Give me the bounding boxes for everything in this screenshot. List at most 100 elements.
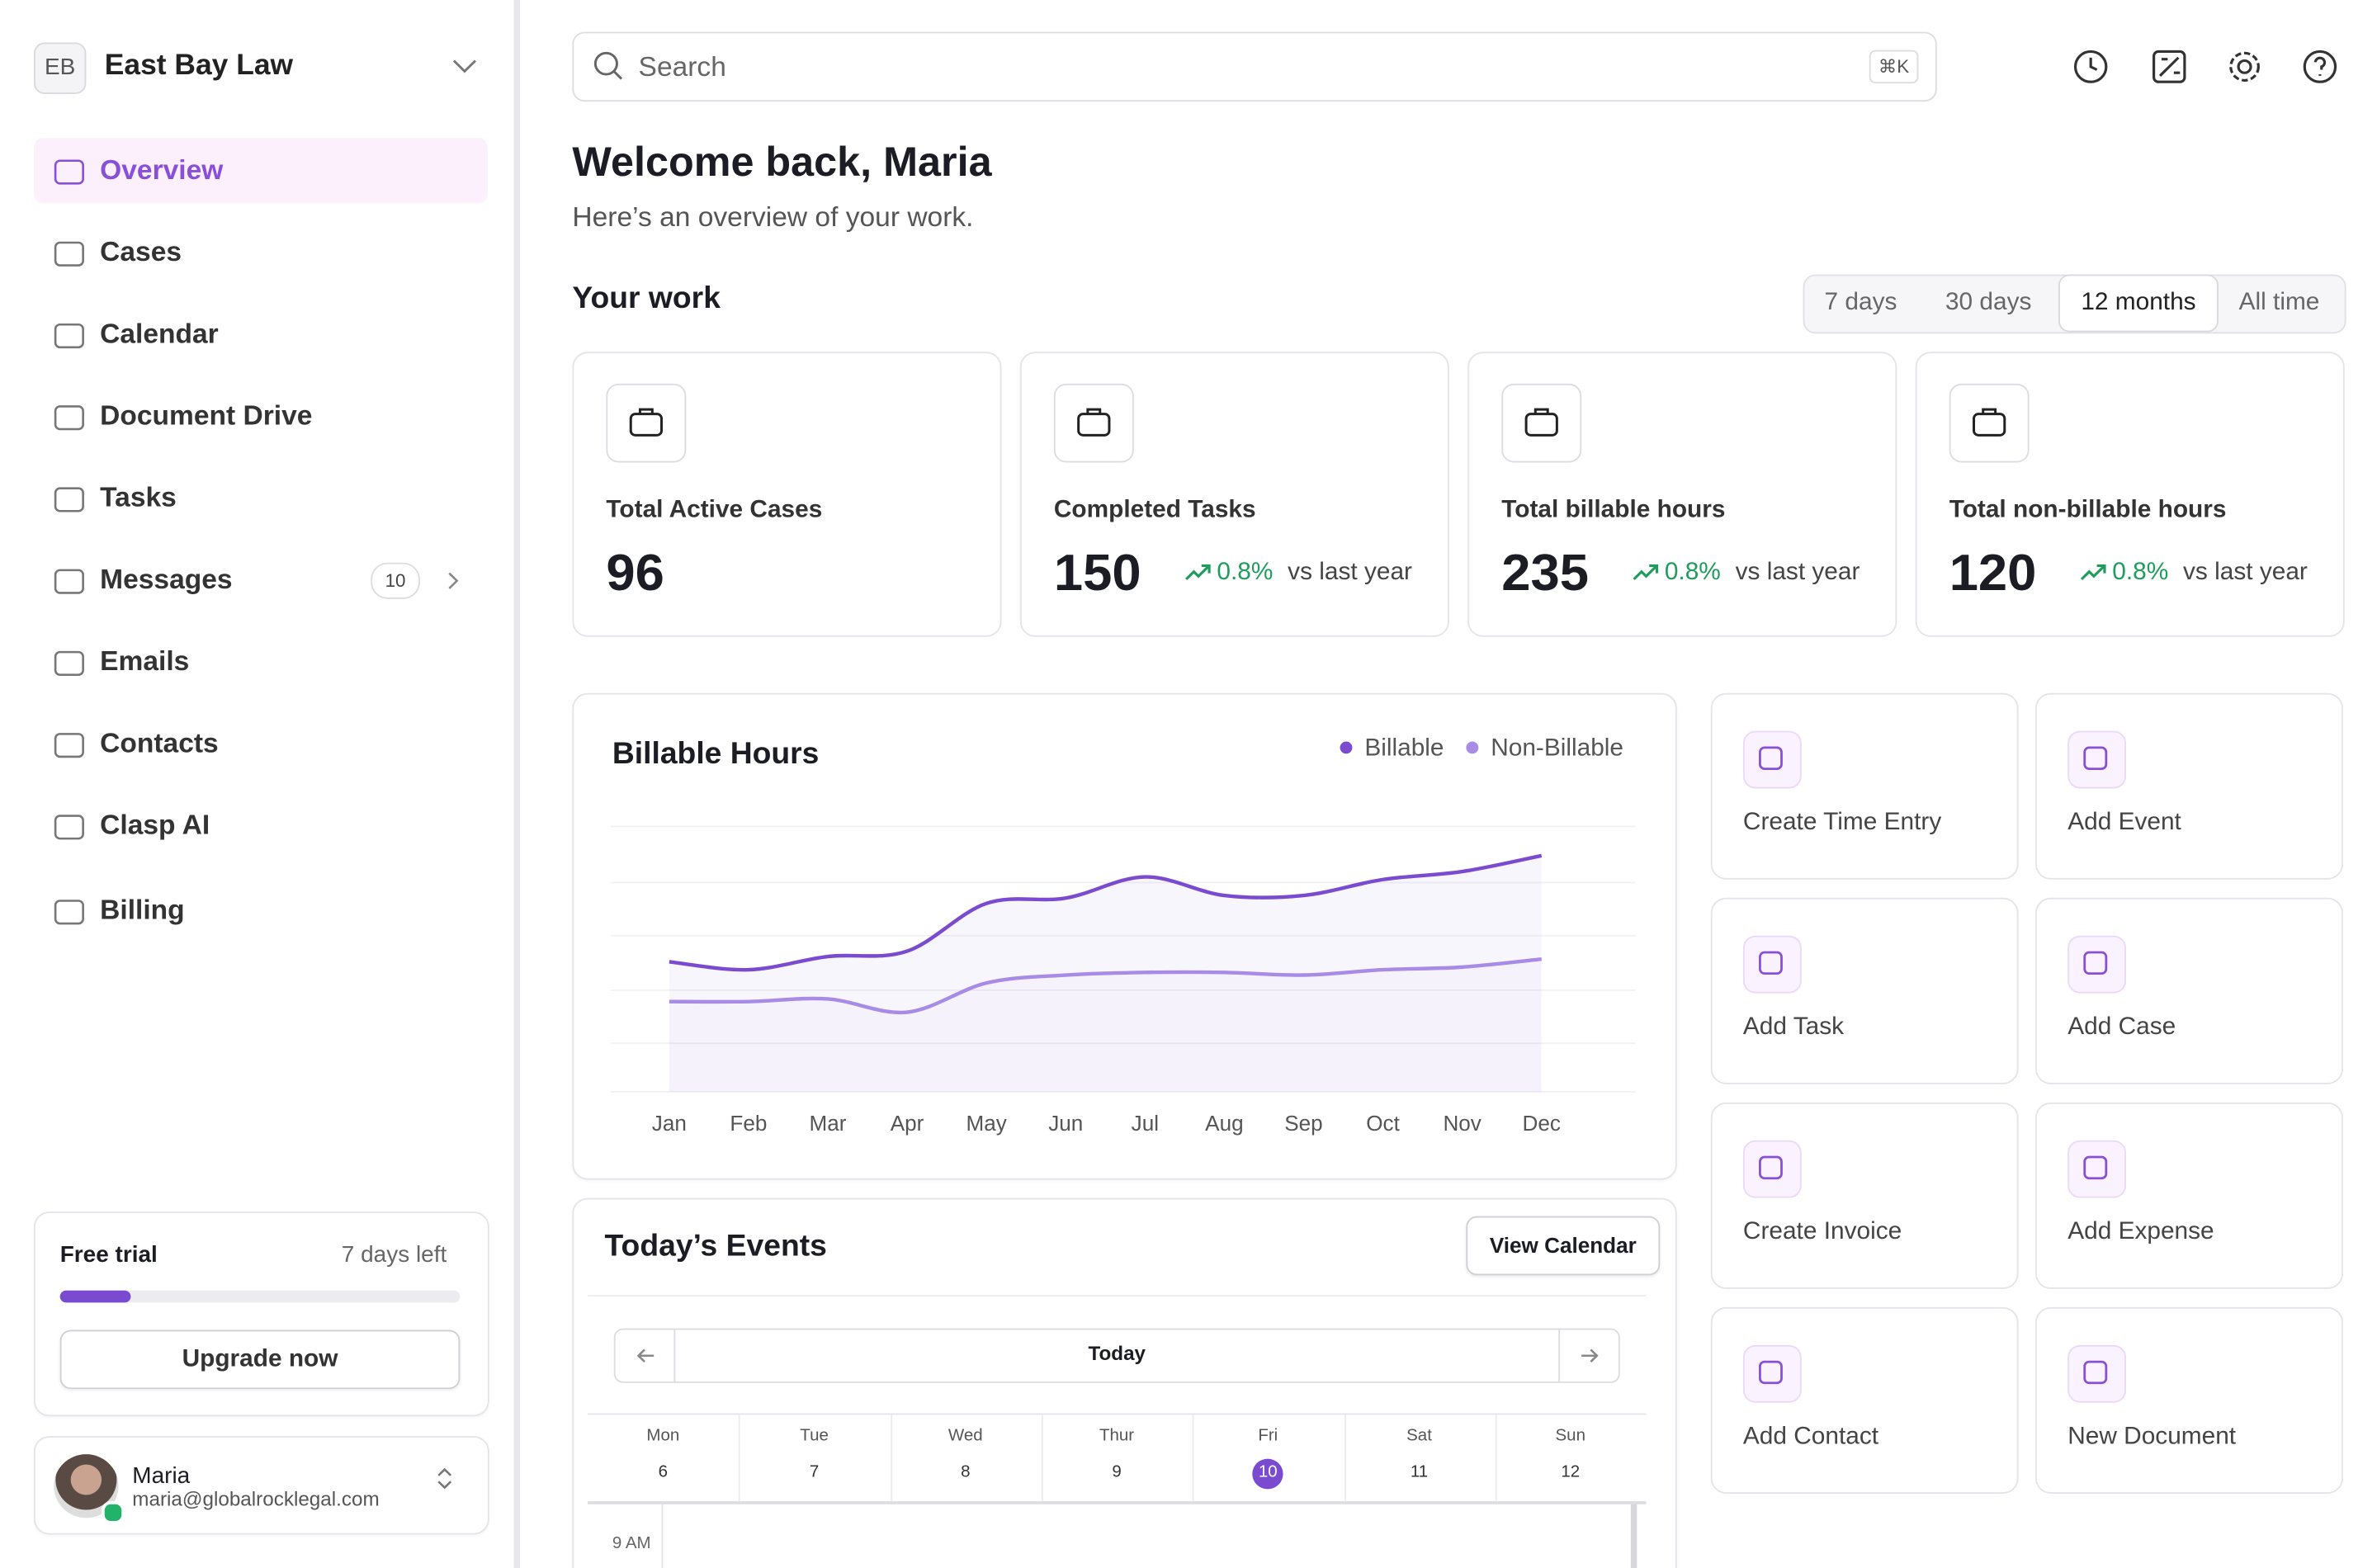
day-name: Fri — [1258, 1427, 1278, 1446]
action-label: New Document — [2067, 1424, 2237, 1450]
day-name: Sat — [1406, 1427, 1432, 1446]
x-tick-label: Aug — [1205, 1112, 1243, 1136]
day-date: 9 — [1112, 1463, 1122, 1482]
day-date: 11 — [1410, 1463, 1429, 1482]
divider — [1495, 1415, 1497, 1502]
user-chevron[interactable] — [432, 1463, 457, 1494]
nav-item[interactable]: Cases — [100, 236, 182, 267]
chart-title: Billable Hours — [612, 735, 820, 770]
action-icon-box — [1742, 730, 1802, 789]
calendar-nav — [613, 1328, 1620, 1383]
next-button[interactable] — [1574, 1340, 1604, 1371]
stat-value: 235 — [1501, 544, 1590, 602]
stat-icon — [629, 408, 664, 437]
today-button[interactable]: Today — [1088, 1342, 1146, 1365]
nav-item[interactable]: Tasks — [100, 482, 177, 513]
action-tile[interactable] — [1710, 1102, 2019, 1289]
org-chevron[interactable] — [449, 54, 480, 78]
range-tab[interactable]: All time — [2238, 289, 2320, 316]
trend-icon — [2080, 564, 2106, 581]
nav-item[interactable]: Clasp AI — [100, 810, 210, 840]
x-tick-label: Jan — [652, 1112, 687, 1136]
x-tick-label: Feb — [730, 1112, 767, 1136]
search-box[interactable] — [572, 31, 1937, 102]
stat-label: Total Active Cases — [606, 497, 823, 523]
range-tab[interactable]: 12 months — [2058, 274, 2219, 333]
action-icon-box — [1742, 1344, 1802, 1403]
legend-label: Non-Billable — [1491, 734, 1623, 762]
action-tile[interactable] — [1710, 692, 2019, 880]
nav-icon — [54, 159, 84, 185]
action-icon — [2083, 746, 2108, 770]
search-icon — [593, 51, 623, 80]
welcome-subtitle: Here’s an overview of your work. — [572, 201, 974, 233]
view-calendar-button[interactable]: View Calendar — [1466, 1216, 1661, 1276]
range-tab[interactable]: 30 days — [1945, 289, 2032, 316]
trend-icon — [1185, 564, 1211, 581]
toolbar-icons[interactable] — [2071, 45, 2363, 87]
nav-icon — [54, 405, 84, 431]
nav-item[interactable]: Calendar — [100, 318, 219, 349]
action-tile[interactable] — [1710, 1306, 2019, 1494]
stat-value: 150 — [1053, 544, 1141, 602]
stat-change: 0.8% — [2112, 560, 2169, 586]
action-tile[interactable] — [1710, 897, 2019, 1084]
stat-card — [1019, 352, 1449, 637]
range-tab[interactable]: 7 days — [1824, 289, 1897, 316]
welcome-title: Welcome back, Maria — [572, 139, 992, 186]
day-name: Thur — [1099, 1427, 1135, 1446]
day-name: Sun — [1555, 1427, 1585, 1446]
action-icon — [2083, 1155, 2108, 1180]
x-tick-label: Nov — [1443, 1112, 1481, 1136]
nav-item[interactable]: Emails — [100, 645, 190, 677]
prev-button[interactable] — [631, 1340, 661, 1371]
divider — [588, 1501, 1647, 1504]
action-tile[interactable] — [2035, 897, 2343, 1084]
nav-item[interactable]: Messages — [100, 564, 233, 595]
divider — [661, 1504, 664, 1568]
action-tile[interactable] — [2035, 1306, 2343, 1494]
stat-label: Completed Tasks — [1053, 497, 1256, 523]
divider — [1344, 1415, 1346, 1502]
upgrade-button[interactable]: Upgrade now — [59, 1329, 461, 1390]
stat-note: vs last year — [2183, 560, 2308, 586]
x-tick-label: Mar — [810, 1112, 847, 1136]
day-name: Wed — [947, 1427, 983, 1446]
chart: Billable Hours Jan Feb Mar Apr May Jun Jul Aug S… — [611, 734, 1636, 1136]
nav-icon — [54, 900, 84, 925]
action-icon — [1759, 951, 1783, 975]
nav-item[interactable]: Overview — [100, 154, 224, 186]
stat-icon — [1973, 408, 2006, 437]
stat-label: Total billable hours — [1501, 497, 1726, 523]
stat-card — [572, 352, 1002, 637]
legend-dot — [1466, 741, 1479, 754]
nav-active-bg — [34, 138, 488, 204]
action-icon-box — [1742, 935, 1802, 994]
action-tile[interactable] — [2035, 1102, 2343, 1289]
nav-item[interactable]: Contacts — [100, 728, 219, 758]
trial-card — [34, 1211, 489, 1417]
action-label: Add Expense — [2067, 1219, 2214, 1245]
trial-progress — [59, 1290, 461, 1303]
nav-icon — [54, 650, 84, 676]
messages-badge: 10 — [371, 562, 420, 599]
divider — [1558, 1328, 1561, 1383]
action-icon-box — [1742, 1140, 1802, 1198]
stat-note: vs last year — [1735, 560, 1860, 586]
action-tile[interactable] — [2035, 692, 2343, 880]
x-tick-label: Sep — [1284, 1112, 1322, 1136]
action-icon-box — [2067, 1344, 2127, 1403]
org-name[interactable]: East Bay Law — [104, 50, 294, 83]
nav-item[interactable]: Document Drive — [100, 400, 313, 431]
x-tick-label: Jul — [1132, 1112, 1159, 1136]
day-date: 12 — [1561, 1463, 1581, 1482]
action-icon — [2083, 951, 2108, 975]
search-placeholder: Search — [638, 51, 726, 83]
day-name: Tue — [800, 1427, 829, 1446]
action-icon — [1759, 1155, 1783, 1180]
divider — [739, 1415, 741, 1502]
x-tick-label: Apr — [891, 1112, 924, 1136]
legend-dot — [1340, 741, 1353, 754]
stat-card — [1467, 352, 1897, 637]
nav-item[interactable]: Billing — [100, 895, 185, 925]
